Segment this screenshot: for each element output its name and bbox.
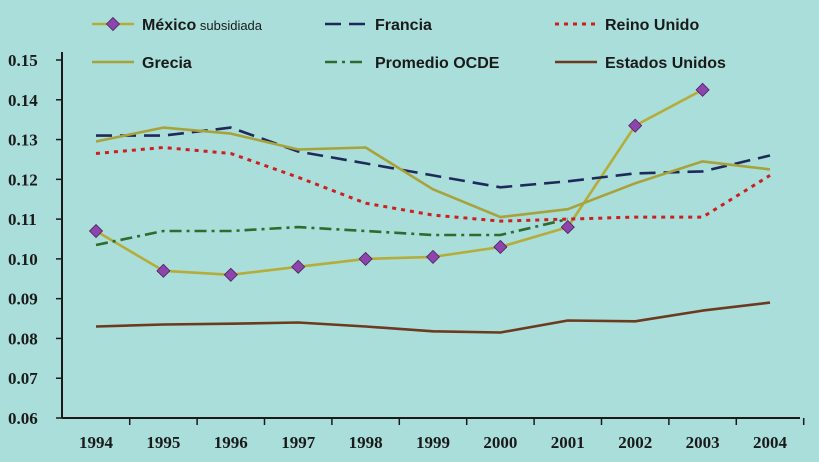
- series-line-m-xico: [95, 88, 704, 277]
- x-tick-label: 2003: [686, 433, 720, 452]
- data-point-marker: [560, 220, 575, 235]
- data-point-marker: [425, 249, 441, 264]
- x-tick-label: 2000: [483, 433, 517, 452]
- x-tick-label: 2002: [618, 433, 652, 452]
- legend-label: Promedio OCDE: [375, 55, 500, 72]
- series-line-promedio-ocde: [95, 217, 569, 247]
- x-tick-label: 1996: [214, 433, 248, 452]
- data-point-marker: [88, 223, 104, 239]
- data-point-marker: [291, 259, 306, 274]
- y-tick-label: 0.06: [8, 409, 38, 428]
- data-point-marker: [493, 239, 508, 255]
- y-tick-label: 0.10: [8, 250, 38, 269]
- y-tick-label: 0.07: [8, 369, 38, 388]
- legend-label: México subsidiada: [142, 17, 263, 34]
- legend-label: Grecia: [142, 55, 192, 72]
- x-tick-label: 1997: [281, 433, 316, 452]
- y-tick-label: 0.14: [8, 91, 38, 110]
- x-tick-label: 1998: [349, 433, 383, 452]
- y-tick-label: 0.13: [8, 131, 38, 150]
- y-tick-label: 0.09: [8, 290, 38, 309]
- y-tick-label: 0.08: [8, 329, 38, 348]
- series-line-estados-unidos: [95, 301, 771, 334]
- x-tick-label: 1999: [416, 433, 450, 452]
- legend-label: Francia: [375, 17, 432, 34]
- data-point-marker: [628, 118, 643, 133]
- data-point-marker: [358, 251, 373, 266]
- data-point-marker: [156, 263, 171, 278]
- series-line-francia: [96, 126, 771, 189]
- data-point-marker: [695, 82, 710, 97]
- legend-label-suffix: subsidiada: [196, 18, 263, 33]
- y-tick-label: 0.11: [8, 210, 37, 229]
- legend-label: Reino Unido: [605, 17, 699, 34]
- y-tick-label: 0.15: [8, 51, 38, 70]
- series-line-grecia: [95, 126, 771, 219]
- x-tick-label: 2004: [753, 433, 788, 452]
- legend-label: Estados Unidos: [605, 55, 726, 72]
- x-tick-label: 1995: [146, 433, 180, 452]
- series-line-reino-unido: [95, 146, 771, 223]
- x-tick-label: 1994: [79, 433, 114, 452]
- y-tick-label: 0.12: [8, 170, 38, 189]
- legend-marker: [105, 16, 121, 32]
- data-point-marker: [223, 267, 238, 282]
- x-tick-label: 2001: [551, 433, 585, 452]
